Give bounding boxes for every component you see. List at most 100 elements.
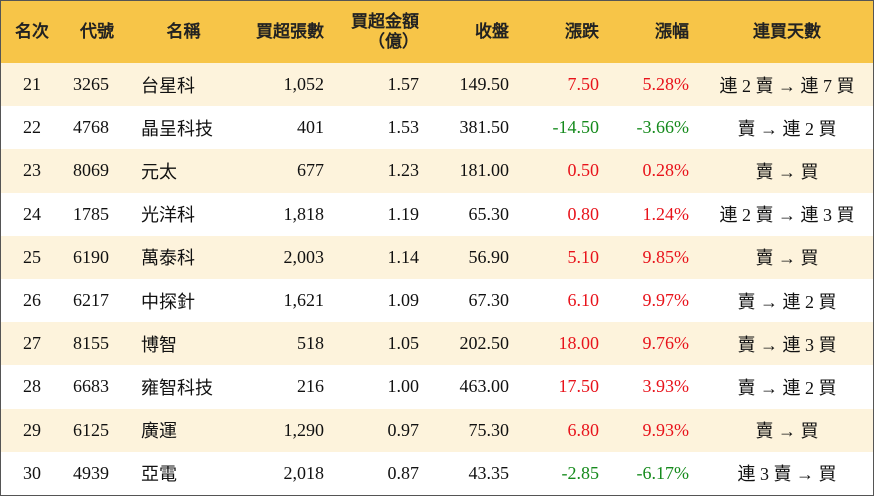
header-code: 代號 bbox=[63, 1, 131, 63]
header-change-pct: 漲幅 bbox=[611, 1, 701, 63]
net-buy-lots-cell: 2,003 bbox=[236, 235, 336, 279]
net-buy-lots-cell: 216 bbox=[297, 376, 324, 397]
change-cell: -2.85 bbox=[561, 462, 600, 483]
buy-streak-cell: 賣 → 連 2 買 bbox=[737, 291, 837, 312]
rank-cell: 23 bbox=[1, 149, 63, 193]
rank-cell: 26 bbox=[23, 290, 41, 311]
close-cell: 463.00 bbox=[459, 376, 510, 397]
buy-streak-cell: 賣 → 連 2 買 bbox=[737, 118, 837, 139]
name-cell: 萬泰科 bbox=[131, 235, 236, 279]
buy-streak-cell: 連 3 賣 → 買 bbox=[737, 464, 837, 485]
net-buy-amount-cell: 1.57 bbox=[336, 63, 431, 107]
rank-cell: 27 bbox=[1, 322, 63, 366]
name-cell: 元太 bbox=[131, 149, 236, 193]
code-cell: 8155 bbox=[63, 322, 131, 366]
buy-streak-cell: 賣 → 連 2 買 bbox=[737, 377, 837, 398]
close-cell: 181.00 bbox=[431, 149, 521, 193]
buy-streak-cell: 賣 → 買 bbox=[701, 235, 873, 279]
rank-cell: 24 bbox=[23, 203, 41, 224]
close-cell: 381.50 bbox=[459, 117, 510, 138]
header-close: 收盤 bbox=[431, 1, 521, 63]
buy-streak-cell: 賣 → 連 3 買 bbox=[701, 322, 873, 366]
name-cell: 亞電 bbox=[141, 464, 177, 485]
change-cell: 17.50 bbox=[558, 376, 600, 397]
close-cell: 43.35 bbox=[468, 462, 510, 483]
rank-cell: 29 bbox=[1, 408, 63, 452]
table-row: 30 4939 亞電 2,018 0.87 43.35 -2.85 -6.17% 連 3 賣 →… bbox=[1, 452, 873, 495]
header-rank: 名次 bbox=[1, 1, 63, 63]
net-buy-amount-cell: 1.53 bbox=[387, 117, 420, 138]
net-buy-amount-cell: 1.09 bbox=[387, 290, 420, 311]
buy-streak-cell: 賣 → 買 bbox=[701, 149, 873, 193]
close-cell: 65.30 bbox=[468, 203, 510, 224]
header-row: 名次 代號 名稱 買超張數 買超金額 （億） 收盤 漲跌 漲幅 連買天數 bbox=[1, 1, 873, 63]
change-pct-cell: 5.28% bbox=[611, 63, 701, 107]
change-cell: 0.80 bbox=[567, 203, 600, 224]
table-row: 23 8069 元太 677 1.23 181.00 0.50 0.28% 賣 → 買 bbox=[1, 149, 873, 193]
code-cell: 8069 bbox=[63, 149, 131, 193]
header-change: 漲跌 bbox=[521, 1, 611, 63]
table-body: 21 3265 台星科 1,052 1.57 149.50 7.50 5.28% 連 2 賣 →… bbox=[1, 63, 873, 495]
name-cell: 晶呈科技 bbox=[141, 118, 213, 139]
table-row: 21 3265 台星科 1,052 1.57 149.50 7.50 5.28% 連 2 賣 →… bbox=[1, 63, 873, 107]
close-cell: 75.30 bbox=[431, 408, 521, 452]
rank-cell: 25 bbox=[1, 235, 63, 279]
change-cell: 5.10 bbox=[521, 235, 611, 279]
change-pct-cell: 9.76% bbox=[611, 322, 701, 366]
net-buy-lots-cell: 677 bbox=[236, 149, 336, 193]
code-cell: 4768 bbox=[73, 117, 109, 138]
change-pct-cell: 9.85% bbox=[611, 235, 701, 279]
change-cell: 0.50 bbox=[521, 149, 611, 193]
buy-streak-cell: 連 2 賣 → 連 7 買 bbox=[701, 63, 873, 107]
net-buy-lots-cell: 1,818 bbox=[283, 203, 325, 224]
net-buy-lots-cell: 1,290 bbox=[236, 408, 336, 452]
name-cell: 台星科 bbox=[131, 63, 236, 107]
rank-cell: 28 bbox=[23, 376, 41, 397]
net-buy-lots-cell: 1,621 bbox=[283, 290, 325, 311]
code-cell: 1785 bbox=[73, 203, 109, 224]
close-cell: 56.90 bbox=[431, 235, 521, 279]
close-cell: 67.30 bbox=[468, 290, 510, 311]
net-buy-lots-cell: 401 bbox=[297, 117, 324, 138]
net-buy-amount-cell: 1.14 bbox=[336, 235, 431, 279]
change-pct-cell: 1.24% bbox=[642, 203, 690, 224]
code-cell: 4939 bbox=[73, 462, 109, 483]
buy-streak-cell: 賣 → 買 bbox=[701, 408, 873, 452]
code-cell: 6217 bbox=[73, 290, 109, 311]
change-pct-cell: 3.93% bbox=[642, 376, 690, 397]
close-cell: 149.50 bbox=[431, 63, 521, 107]
change-pct-cell: 9.93% bbox=[611, 408, 701, 452]
change-cell: 18.00 bbox=[521, 322, 611, 366]
net-buy-amount-cell: 0.97 bbox=[336, 408, 431, 452]
code-cell: 3265 bbox=[63, 63, 131, 107]
change-cell: 6.10 bbox=[567, 290, 600, 311]
table-row: 29 6125 廣運 1,290 0.97 75.30 6.80 9.93% 賣 → 買 bbox=[1, 408, 873, 452]
change-cell: -14.50 bbox=[552, 117, 600, 138]
net-buy-lots-cell: 2,018 bbox=[283, 462, 325, 483]
net-buy-amount-cell: 1.19 bbox=[387, 203, 420, 224]
close-cell: 202.50 bbox=[431, 322, 521, 366]
net-buy-amount-cell: 1.23 bbox=[336, 149, 431, 193]
rank-cell: 21 bbox=[1, 63, 63, 107]
table-row: 24 1785 光洋科 1,818 1.19 65.30 0.80 1.24% 連 2 賣 → … bbox=[1, 193, 873, 236]
change-cell: 7.50 bbox=[521, 63, 611, 107]
net-buy-lots-cell: 518 bbox=[236, 322, 336, 366]
name-cell: 中探針 bbox=[141, 291, 195, 312]
change-cell: 6.80 bbox=[521, 408, 611, 452]
table-row: 26 6217 中探針 1,621 1.09 67.30 6.10 9.97% 賣 → 連 2 … bbox=[1, 279, 873, 322]
change-pct-cell: 9.97% bbox=[642, 290, 690, 311]
code-cell: 6125 bbox=[63, 408, 131, 452]
net-buy-amount-cell: 1.00 bbox=[387, 376, 420, 397]
net-buy-amount-cell: 1.05 bbox=[336, 322, 431, 366]
header-buy-streak: 連買天數 bbox=[701, 1, 873, 63]
buy-streak-cell: 連 2 賣 → 連 3 買 bbox=[719, 205, 855, 226]
header-name: 名稱 bbox=[131, 1, 236, 63]
code-cell: 6683 bbox=[73, 376, 109, 397]
name-cell: 光洋科 bbox=[141, 205, 195, 226]
net-buy-lots-cell: 1,052 bbox=[236, 63, 336, 107]
net-buy-amount-cell: 0.87 bbox=[387, 462, 420, 483]
table-row: 22 4768 晶呈科技 401 1.53 381.50 -14.50 -3.66% 賣 → 連… bbox=[1, 106, 873, 149]
code-cell: 6190 bbox=[63, 235, 131, 279]
